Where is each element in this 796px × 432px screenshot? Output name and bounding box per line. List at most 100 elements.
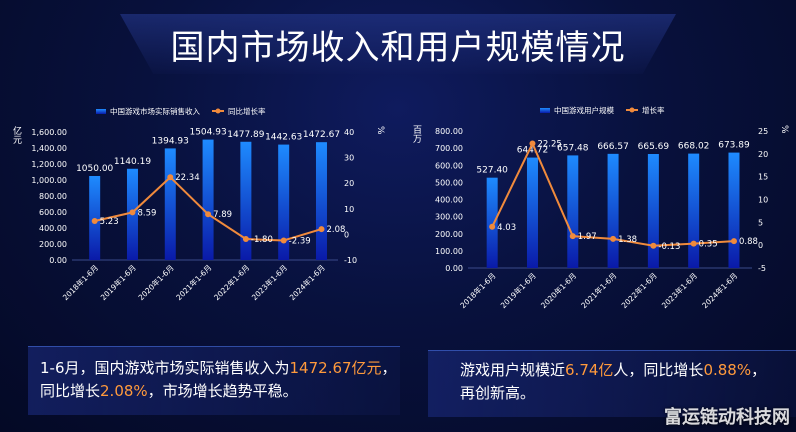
y-tick-label: 1,400.00 [31, 144, 67, 153]
y-tick-label: 600.00 [39, 208, 67, 217]
caption-highlight: 0.88% [703, 361, 752, 379]
growth-value-label: 4.03 [497, 223, 516, 233]
growth-value-label: 7.89 [213, 210, 232, 220]
y2-tick-label: 0 [344, 230, 349, 239]
caption-text: 同比增长 [40, 382, 101, 400]
legend-label: 增长率 [642, 105, 665, 115]
y-tick-label: 500.00 [435, 178, 463, 187]
growth-value-label: -2.39 [289, 237, 311, 247]
caption-users: 游戏用户规模近6.74亿人，同比增长0.88%， 再创新高。 [428, 350, 796, 417]
bar [240, 141, 252, 260]
legend-swatch-bar [540, 108, 550, 113]
growth-value-label: 1.97 [578, 232, 597, 242]
x-tick-label: 2019年1-6月 [498, 270, 538, 310]
bar [315, 142, 327, 260]
x-tick-label: 2021年1-6月 [579, 270, 619, 310]
growth-value-label: 8.59 [137, 208, 156, 218]
growth-value-label: 2.08 [326, 225, 345, 235]
x-tick-label: 2022年1-6月 [619, 270, 659, 310]
growth-point [242, 236, 249, 243]
x-tick-label: 2018年1-6月 [458, 270, 498, 310]
growth-point [280, 237, 287, 244]
y-tick-label: 800.00 [435, 127, 463, 136]
caption-highlight: 6.74亿 [565, 361, 614, 379]
growth-point [650, 242, 657, 249]
bar [202, 139, 214, 260]
x-tick-label: 2020年1-6月 [538, 270, 578, 310]
growth-value-label: 22.34 [175, 173, 199, 183]
bar [607, 153, 619, 268]
bar [728, 152, 740, 268]
bar-value-label: 1050.00 [76, 164, 113, 174]
bar [567, 155, 579, 268]
caption-text: ，市场增长趋势平稳。 [147, 382, 298, 400]
bar-value-label: 1504.93 [189, 128, 226, 138]
x-tick-label: 2019年1-6月 [98, 262, 138, 302]
growth-point [489, 223, 496, 230]
y2-tick-label: 20 [758, 150, 768, 159]
x-tick-label: 2018年1-6月 [60, 262, 100, 302]
y-tick-label: 0.00 [445, 264, 463, 273]
y-tick-label: 0.00 [49, 256, 67, 265]
growth-point [167, 174, 174, 181]
bar-value-label: 1140.19 [114, 157, 151, 167]
growth-point [610, 235, 617, 242]
bar-value-label: 527.40 [476, 166, 508, 176]
x-tick-label: 2023年1-6月 [249, 262, 289, 302]
growth-point [690, 240, 697, 247]
growth-value-label: 22.25 [537, 140, 561, 150]
legend-swatch-marker [215, 108, 221, 114]
legend-label: 中国游戏用户规模 [554, 105, 614, 115]
x-tick-label: 2021年1-6月 [174, 262, 214, 302]
bar [89, 176, 101, 260]
caption-highlight: 1472.67亿元 [289, 359, 382, 377]
y-tick-label: 100.00 [435, 247, 463, 256]
growth-point [91, 218, 98, 225]
legend-label: 同比增长率 [228, 106, 266, 116]
bar-value-label: 1394.93 [152, 136, 189, 146]
y-tick-label: 600.00 [435, 161, 463, 170]
caption-text: 游戏用户规模近 [460, 361, 566, 379]
y-tick-label: 400.00 [435, 196, 463, 205]
bar [278, 144, 290, 260]
legend-swatch-marker [629, 107, 635, 113]
bar [164, 148, 176, 260]
bar-value-label: 668.02 [678, 142, 710, 152]
caption-text: 人，同比增长 [613, 361, 704, 379]
growth-value-label: 5.23 [100, 217, 119, 227]
x-tick-label: 2024年1-6月 [700, 270, 740, 310]
bar-value-label: 665.69 [638, 142, 670, 152]
y2-tick-label: 30 [344, 154, 354, 163]
growth-point [318, 226, 325, 233]
bar-value-label: 1442.63 [265, 133, 302, 143]
y2-tick-label: 10 [344, 205, 354, 214]
y2-tick-label: 10 [758, 196, 768, 205]
y2-tick-label: -5 [758, 264, 766, 273]
y-tick-label: 700.00 [435, 144, 463, 153]
bar [688, 153, 700, 268]
caption-highlight: 2.08% [100, 382, 148, 400]
bar [526, 157, 538, 268]
growth-value-label: -0.13 [658, 242, 680, 252]
y2-axis-label: % [779, 125, 789, 134]
legend-label: 中国游戏市场实际销售收入 [110, 106, 200, 116]
y2-tick-label: 25 [758, 127, 768, 136]
y2-tick-label: 0 [758, 241, 763, 250]
bar-value-label: 657.48 [557, 143, 589, 153]
growth-point [569, 233, 576, 240]
growth-point [205, 211, 212, 218]
growth-value-label: 1.38 [618, 235, 637, 245]
y-axis-label: 百万 [411, 125, 422, 144]
y-tick-label: 1,200.00 [31, 160, 67, 169]
growth-value-label: 0.35 [699, 240, 718, 250]
watermark: 富运链动科技网 [664, 407, 790, 428]
page-title: 国内市场收入和用户规模情况 [170, 28, 626, 68]
y2-tick-label: 15 [758, 173, 768, 182]
caption-revenue: 1-6月，国内游戏市场实际销售收入为1472.67亿元， 同比增长2.08%，市… [28, 346, 400, 415]
growth-value-label: -1.80 [251, 235, 273, 245]
growth-point [730, 238, 737, 245]
growth-point [129, 209, 136, 216]
bar [486, 177, 498, 268]
